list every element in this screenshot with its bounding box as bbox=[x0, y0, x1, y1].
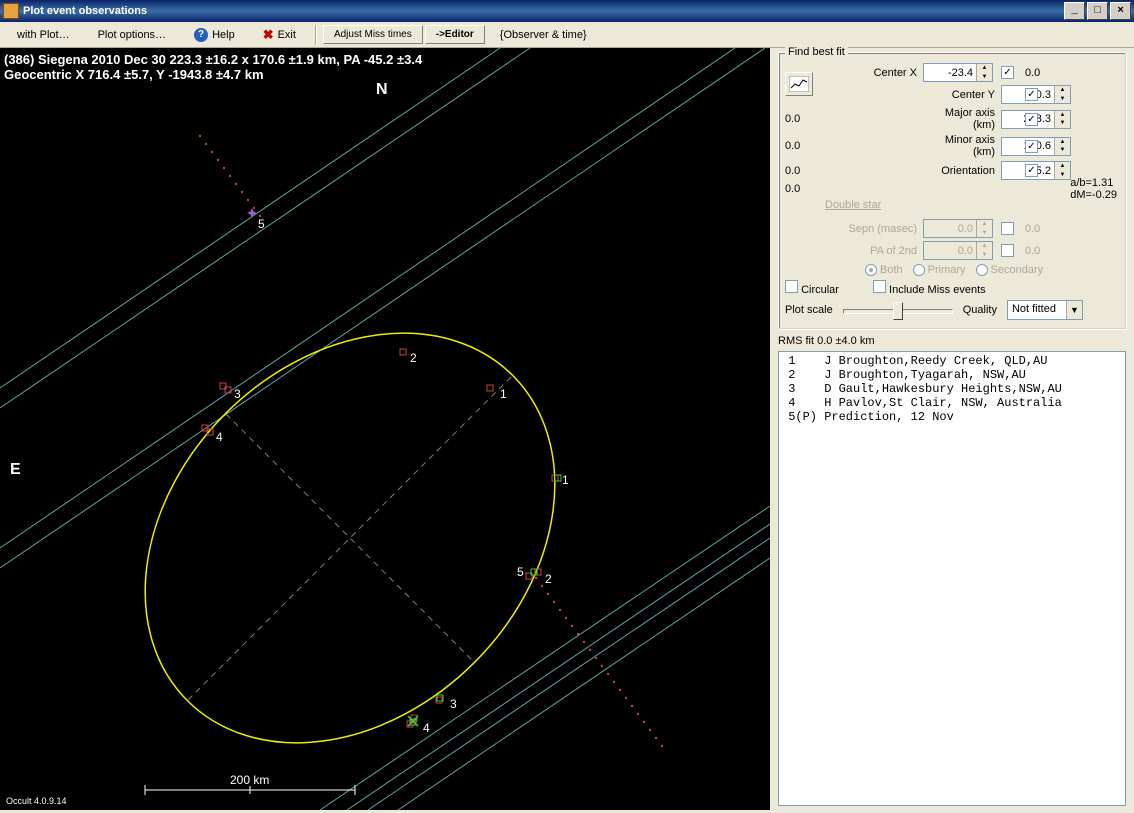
center-x-label: Center X bbox=[827, 67, 917, 79]
major-axis-lock-chk[interactable] bbox=[1025, 113, 1038, 126]
svg-text:2: 2 bbox=[545, 572, 552, 586]
svg-text:Geocentric X 716.4 ±5.7, Y -19: Geocentric X 716.4 ±5.7, Y -1943.8 ±4.7 … bbox=[4, 67, 264, 82]
orientation-label: Orientation bbox=[923, 165, 995, 177]
sepn-label: Sepn (masec) bbox=[827, 223, 917, 235]
quality-combo[interactable]: Not fitted▼ bbox=[1007, 300, 1083, 320]
fit-icon-button[interactable] bbox=[785, 72, 813, 96]
major-axis-label: Major axis (km) bbox=[923, 107, 995, 131]
minor-axis-label: Minor axis (km) bbox=[923, 134, 995, 158]
close-button[interactable]: × bbox=[1110, 2, 1131, 20]
svg-text:3: 3 bbox=[450, 697, 457, 711]
radio-primary: Primary bbox=[913, 264, 966, 276]
svg-text:N: N bbox=[376, 81, 388, 98]
side-panel: Find best fit a/b=1.31 dM=-0.29 Center X… bbox=[770, 48, 1134, 810]
svg-text:(386) Siegena 2010 Dec 30 2: (386) Siegena 2010 Dec 30 223.3 ±16.2 x … bbox=[4, 52, 423, 67]
pa2-label: PA of 2nd bbox=[827, 245, 917, 257]
fit-extra-info: a/b=1.31 dM=-0.29 bbox=[1070, 177, 1117, 201]
circular-checkbox[interactable]: Circular bbox=[785, 280, 839, 296]
titlebar: Plot event observations _ □ × bbox=[0, 0, 1134, 22]
rms-fit-label: RMS fit 0.0 ±4.0 km bbox=[778, 335, 1126, 347]
pa2-zero: 0.0 bbox=[1025, 245, 1069, 257]
svg-text:1: 1 bbox=[500, 387, 507, 401]
maximize-button[interactable]: □ bbox=[1087, 2, 1108, 20]
chevron-down-icon: ▼ bbox=[1066, 301, 1082, 319]
orientation-lock-chk[interactable] bbox=[1025, 164, 1038, 177]
help-icon: ? bbox=[194, 28, 208, 42]
sepn-zero: 0.0 bbox=[1025, 223, 1069, 235]
minimize-button[interactable]: _ bbox=[1064, 2, 1085, 20]
svg-text:200 km: 200 km bbox=[230, 773, 269, 787]
app-icon bbox=[3, 3, 19, 19]
chart-icon bbox=[789, 76, 809, 92]
quality-label: Quality bbox=[963, 304, 997, 316]
pa2-lock-chk bbox=[1001, 244, 1014, 257]
pa2-input: ▲▼ bbox=[923, 241, 993, 260]
svg-text:E: E bbox=[10, 461, 21, 478]
major-zero: 0.0 bbox=[785, 140, 821, 152]
minor-zero: 0.0 bbox=[785, 165, 821, 177]
observer-list[interactable]: 1 J Broughton,Reedy Creek, QLD,AU 2 J Br… bbox=[778, 351, 1126, 806]
exit-icon: ✖ bbox=[263, 27, 274, 43]
center-y-zero: 0.0 bbox=[785, 113, 821, 125]
radio-secondary: Secondary bbox=[976, 264, 1044, 276]
center-y-lock-chk[interactable] bbox=[1025, 88, 1038, 101]
center-x-input[interactable]: ▲▼ bbox=[923, 63, 993, 82]
radio-both: Both bbox=[865, 264, 903, 276]
center-y-label: Center Y bbox=[923, 89, 995, 101]
svg-text:4: 4 bbox=[423, 721, 430, 735]
with-plot-menu[interactable]: with Plot… bbox=[4, 25, 83, 45]
fieldset-label: Find best fit bbox=[785, 46, 848, 58]
observer-time-menu[interactable]: {Observer & time} bbox=[487, 25, 600, 45]
minor-axis-lock-chk[interactable] bbox=[1025, 140, 1038, 153]
toolbar: with Plot… Plot options… ? Help ✖ Exit A… bbox=[0, 22, 1134, 48]
svg-text:Occult 4.0.9.14: Occult 4.0.9.14 bbox=[6, 796, 67, 806]
svg-text:3: 3 bbox=[234, 387, 241, 401]
sepn-lock-chk bbox=[1001, 222, 1014, 235]
plot-options-menu[interactable]: Plot options… bbox=[85, 25, 179, 45]
svg-text:4: 4 bbox=[216, 430, 223, 444]
help-button[interactable]: ? Help bbox=[181, 24, 248, 46]
center-x-zero: 0.0 bbox=[1025, 67, 1069, 79]
exit-button[interactable]: ✖ Exit bbox=[250, 23, 309, 47]
svg-text:5: 5 bbox=[258, 217, 265, 231]
svg-text:2: 2 bbox=[410, 351, 417, 365]
sepn-input: ▲▼ bbox=[923, 219, 993, 238]
include-miss-checkbox[interactable]: Include Miss events bbox=[873, 280, 986, 296]
plot-area[interactable]: 2 1 3 4 1 2 3 4 5 5 (386) Siegena 2010 Dec 30 223.… bbox=[0, 48, 770, 810]
center-x-lock-chk[interactable] bbox=[1001, 66, 1014, 79]
orient-zero: 0.0 bbox=[785, 183, 821, 195]
find-best-fit-group: Find best fit a/b=1.31 dM=-0.29 Center X… bbox=[778, 52, 1126, 329]
adjust-miss-times-button[interactable]: Adjust Miss times bbox=[323, 25, 423, 44]
plot-scale-slider[interactable] bbox=[843, 300, 953, 320]
window-title: Plot event observations bbox=[23, 5, 1064, 17]
svg-text:5: 5 bbox=[517, 565, 524, 579]
svg-text:1: 1 bbox=[562, 473, 569, 487]
plot-scale-label: Plot scale bbox=[785, 304, 833, 316]
editor-button[interactable]: ->Editor bbox=[425, 25, 485, 44]
